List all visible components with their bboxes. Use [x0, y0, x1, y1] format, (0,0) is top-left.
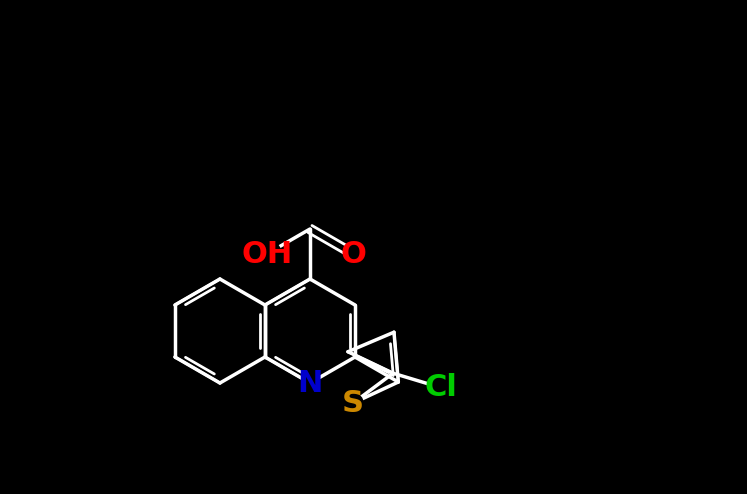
Text: OH: OH [241, 240, 292, 269]
Text: O: O [341, 240, 366, 269]
Text: N: N [297, 369, 323, 398]
Text: Cl: Cl [424, 373, 457, 402]
Text: S: S [342, 389, 364, 417]
